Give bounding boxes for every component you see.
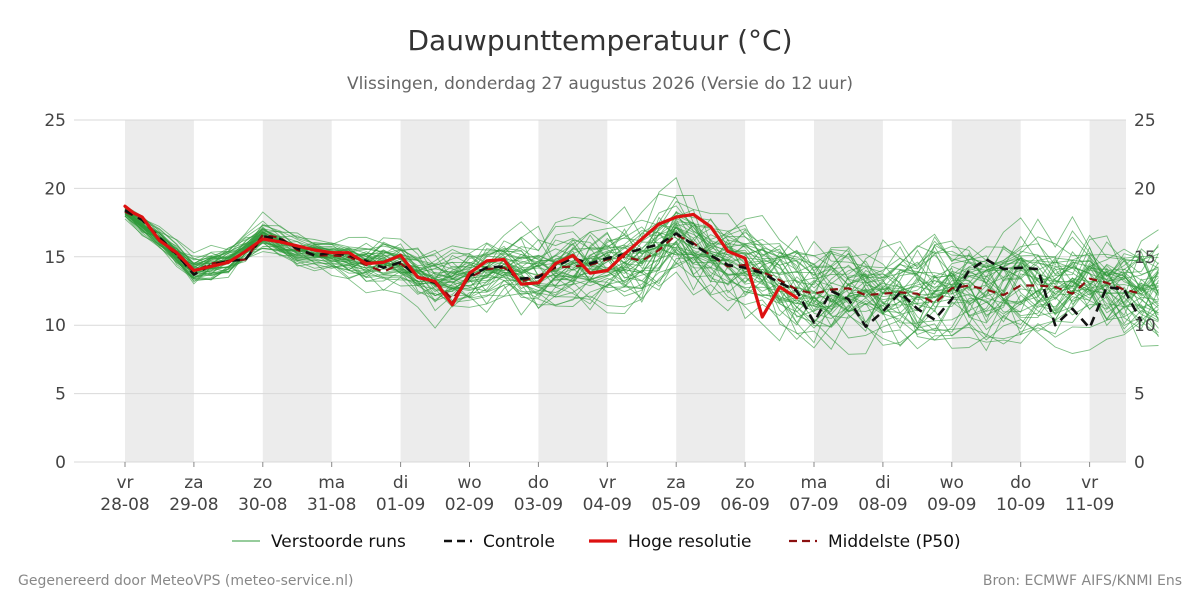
day-band — [538, 120, 608, 462]
x-tick-day: za — [667, 473, 686, 493]
y-tick-label-right: 20 — [1134, 179, 1156, 199]
ensemble-runs — [124, 177, 1159, 355]
ensemble-run-line — [124, 214, 1159, 335]
footer-generated-by: Gegenereerd door MeteoVPS (meteo-service… — [18, 573, 353, 589]
ensemble-run-line — [124, 213, 1159, 350]
day-band — [125, 120, 194, 462]
legend-label: Middelste (P50) — [828, 532, 961, 552]
ensemble-run-line — [124, 210, 1159, 324]
x-tick-day: vr — [599, 473, 616, 493]
legend-label: Verstoorde runs — [271, 532, 406, 552]
day-band — [262, 120, 332, 462]
y-axis-right: 0 5 10 15 20 25 — [1134, 111, 1156, 473]
y-tick-label-left: 20 — [44, 179, 66, 199]
series-line-hoge-resolutie — [123, 204, 799, 319]
x-tick-date: 31-08 — [307, 495, 356, 515]
ensemble-run-line — [124, 212, 1159, 305]
x-axis: vr28-08za29-08zo30-08ma31-08di01-09wo02-… — [100, 462, 1114, 515]
y-tick-label-left: 10 — [44, 316, 66, 336]
y-tick-label-left: 5 — [55, 385, 66, 405]
x-tick-day: do — [1010, 473, 1031, 493]
legend-label: Controle — [483, 532, 555, 552]
x-tick-date: 03-09 — [514, 495, 563, 515]
x-tick-day: di — [875, 473, 891, 493]
x-tick-day: zo — [253, 473, 272, 493]
chart-subtitle: Vlissingen, donderdag 27 augustus 2026 (… — [347, 74, 853, 94]
x-tick-day: di — [393, 473, 409, 493]
x-tick-day: wo — [940, 473, 964, 493]
ensemble-run-line — [124, 215, 1159, 355]
ensemble-run-line — [124, 218, 1159, 352]
main-series — [123, 204, 1143, 330]
y-tick-label-right: 25 — [1134, 111, 1156, 131]
day-band — [676, 120, 746, 462]
y-tick-label-left: 25 — [44, 111, 66, 131]
legend: Verstoorde runs Controle Hoge resolutie Mid… — [232, 532, 961, 552]
x-tick-date: 29-08 — [169, 495, 218, 515]
x-tick-day: zo — [735, 473, 754, 493]
y-tick-label-left: 0 — [55, 453, 66, 473]
y-tick-label-right: 15 — [1134, 248, 1156, 268]
x-tick-day: ma — [801, 473, 828, 493]
footer-source: Bron: ECMWF AIFS/KNMI Ens — [983, 573, 1182, 589]
x-tick-date: 09-09 — [927, 495, 976, 515]
x-tick-day: ma — [318, 473, 345, 493]
x-tick-date: 02-09 — [445, 495, 494, 515]
x-tick-date: 11-09 — [1065, 495, 1114, 515]
ensemble-run-line — [124, 209, 1159, 304]
x-tick-day: do — [528, 473, 549, 493]
ensemble-run-line — [124, 215, 1159, 350]
x-tick-date: 10-09 — [996, 495, 1045, 515]
legend-label: Hoge resolutie — [628, 532, 752, 552]
series-line-controle — [124, 209, 1143, 330]
x-tick-date: 28-08 — [100, 495, 149, 515]
ensemble-run-line — [124, 208, 1159, 295]
x-tick-date: 30-08 — [238, 495, 287, 515]
y-tick-label-right: 10 — [1134, 316, 1156, 336]
x-tick-date: 04-09 — [583, 495, 632, 515]
x-tick-date: 01-09 — [376, 495, 425, 515]
y-axis-left: 0 5 10 15 20 25 — [44, 111, 66, 473]
y-tick-label-right: 0 — [1134, 453, 1145, 473]
x-tick-date: 06-09 — [720, 495, 769, 515]
x-tick-date: 07-09 — [789, 495, 838, 515]
ensemble-run-line — [124, 211, 1159, 292]
ensemble-run-line — [124, 212, 1159, 330]
x-tick-day: za — [184, 473, 203, 493]
y-tick-label-left: 15 — [44, 248, 66, 268]
x-tick-date: 05-09 — [651, 495, 700, 515]
y-tick-label-right: 5 — [1134, 385, 1145, 405]
x-tick-day: vr — [1081, 473, 1098, 493]
x-tick-date: 08-09 — [858, 495, 907, 515]
ensemble-run-line — [124, 193, 1159, 299]
chart-title: Dauwpunttemperatuur (°C) — [407, 24, 792, 57]
x-tick-day: wo — [457, 473, 481, 493]
x-tick-day: vr — [116, 473, 133, 493]
